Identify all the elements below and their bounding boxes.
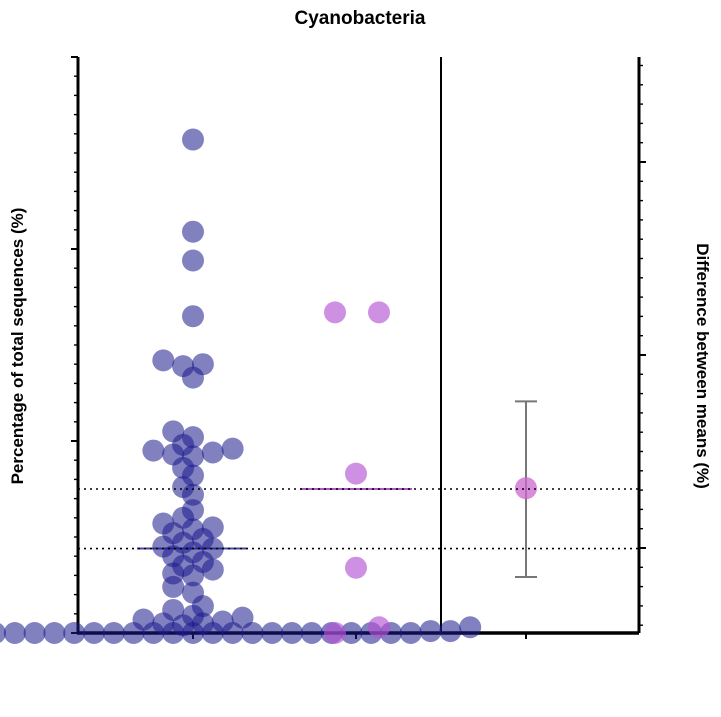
y2-axis-label: Difference between means (%) <box>693 243 712 489</box>
data-point-rf <box>83 622 105 644</box>
data-point-rf <box>439 620 462 643</box>
data-point-rf <box>122 622 145 644</box>
data-point-rf <box>102 622 125 644</box>
data-point-rf <box>182 249 204 272</box>
data-point-rf <box>182 622 204 644</box>
data-point-rf <box>221 622 244 644</box>
difference-mean-point <box>515 477 537 500</box>
data-point-rf <box>0 623 6 643</box>
data-point-r <box>345 556 367 579</box>
data-point-r <box>324 622 346 644</box>
data-point-rf <box>300 622 323 644</box>
data-point-r <box>345 462 367 485</box>
data-point-rf <box>201 622 224 644</box>
data-point-rf <box>182 366 204 389</box>
data-point-rf <box>340 622 363 644</box>
data-point-rf <box>182 220 204 243</box>
data-point-rf <box>63 622 86 644</box>
data-point-rf <box>201 441 224 464</box>
data-point-rf <box>142 439 165 462</box>
data-point-rf <box>162 622 185 644</box>
data-point-rf <box>182 128 204 151</box>
data-point-rf <box>23 622 46 644</box>
data-point-rf <box>3 622 26 644</box>
data-point-r <box>368 616 390 639</box>
data-point-rf <box>281 622 303 644</box>
data-point-rf <box>43 622 66 644</box>
data-point-rf <box>419 620 442 643</box>
data-point-rf <box>399 622 422 644</box>
data-point-rf <box>459 616 482 639</box>
chart-title: Cyanobacteria <box>295 8 426 29</box>
data-point-rf <box>152 349 175 372</box>
data-point-r <box>368 301 390 324</box>
data-point-rf <box>241 622 264 644</box>
data-point-rf <box>201 558 224 581</box>
data-point-rf <box>221 437 244 460</box>
data-point-rf <box>261 622 284 644</box>
data-point-rf <box>142 622 165 644</box>
data-point-rf <box>182 564 204 587</box>
data-point-rf <box>182 305 204 328</box>
data-point-rf <box>162 575 185 598</box>
data-points <box>0 128 537 644</box>
y-axis-label: Percentage of total sequences (%) <box>8 208 27 485</box>
data-point-r <box>324 301 346 324</box>
